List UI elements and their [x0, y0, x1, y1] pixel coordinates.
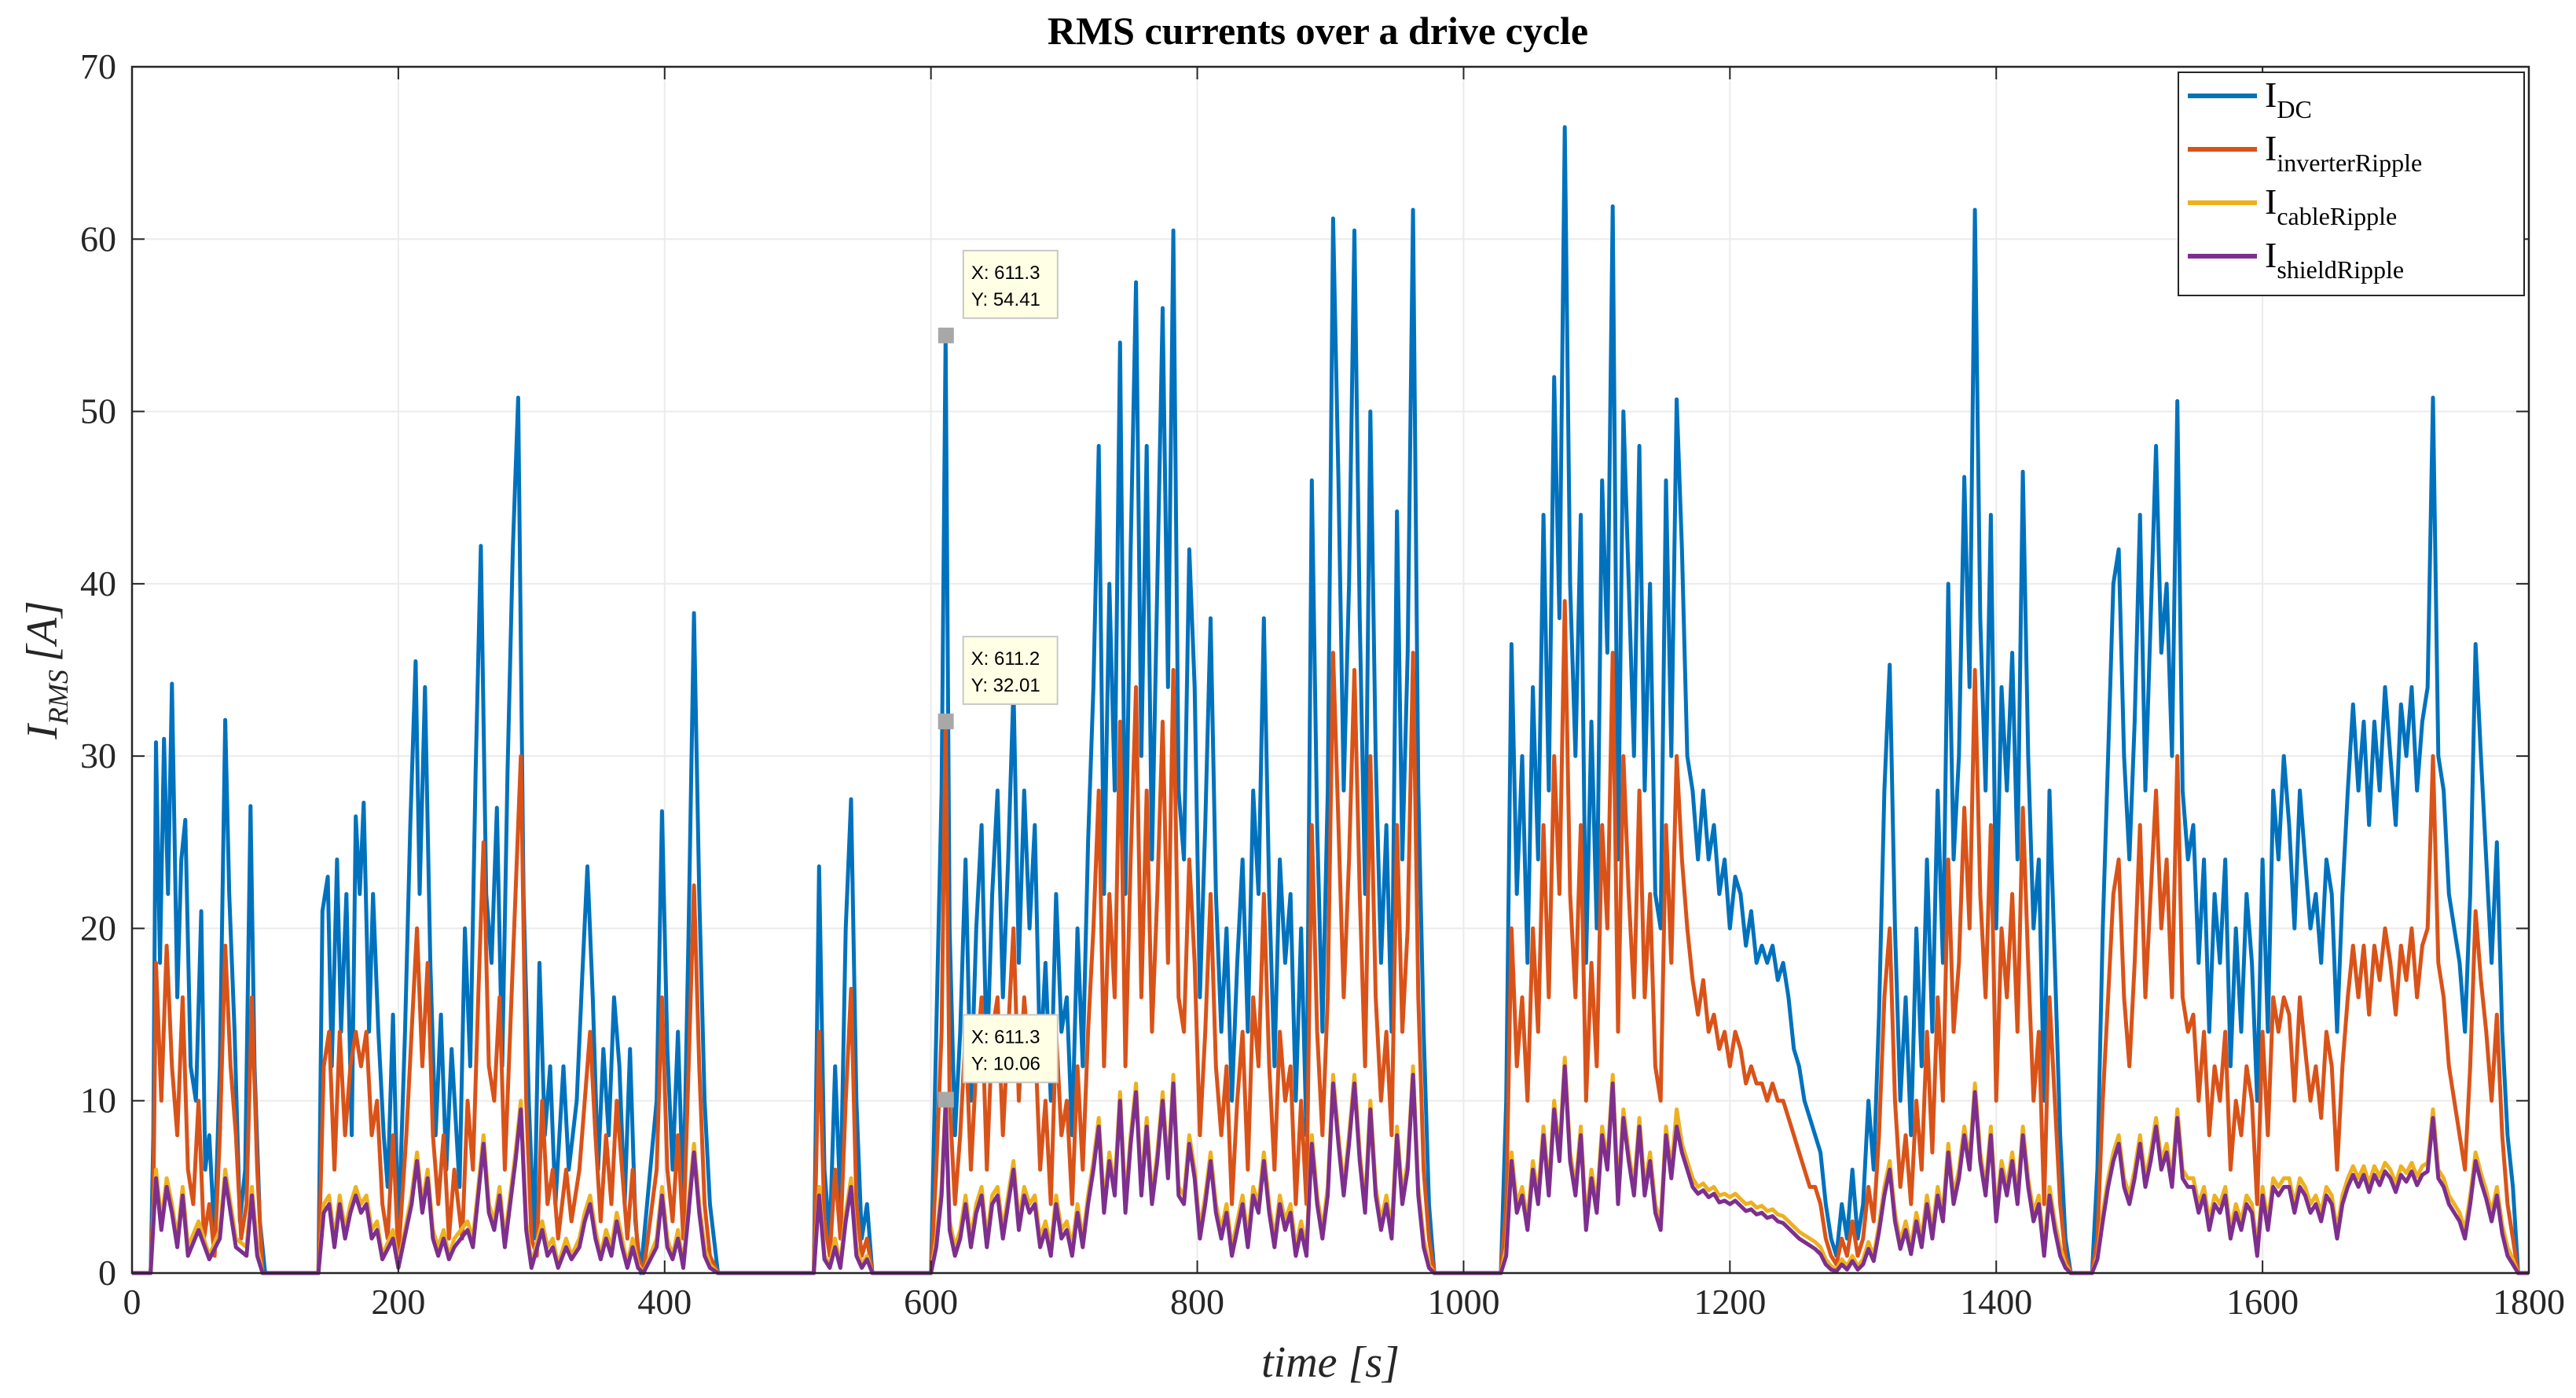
legend: IDCIinverterRippleIcableRippleIshieldRip…	[2178, 72, 2525, 296]
x-tick-label: 1600	[2226, 1282, 2299, 1322]
axes-frame	[130, 65, 2530, 1275]
legend-label-sub: shieldRipple	[2277, 255, 2404, 284]
datatip-box	[962, 249, 1059, 319]
legend-label: IDC	[2265, 75, 2312, 123]
legend-label-main: I	[2265, 75, 2277, 115]
datatip-y-label: Y: 54.41	[971, 289, 1040, 310]
x-axis-label: time [s]	[1261, 1338, 1400, 1387]
datatip-marker	[938, 1092, 954, 1108]
y-tick-label: 0	[98, 1253, 116, 1293]
datatip-y-label: Y: 10.06	[971, 1053, 1040, 1074]
series-line-inverterripple	[132, 599, 2529, 1275]
y-axis-label: IRMS [A]	[18, 600, 74, 739]
datatip-box	[962, 1014, 1059, 1084]
datatips: X: 611.3 Y: 54.41 X: 611.2 Y: 32.01 X: 611.3…	[938, 249, 1059, 1108]
legend-label: IinverterRipple	[2265, 128, 2422, 177]
datatip-x-label: X: 611.2	[971, 648, 1040, 670]
y-tick-label: 60	[80, 218, 116, 259]
legend-label: IshieldRipple	[2265, 235, 2404, 284]
y-tick-label: 30	[80, 736, 116, 776]
x-tick-label: 0	[123, 1282, 141, 1322]
legend-label-main: I	[2265, 235, 2277, 275]
x-tick-label: 200	[371, 1282, 425, 1322]
legend-label-sub: cableRipple	[2277, 202, 2397, 230]
x-tick-label: 1800	[2493, 1282, 2565, 1322]
x-tick-label: 1400	[1960, 1282, 2032, 1322]
series-layer	[132, 125, 2529, 1275]
x-tick-label: 800	[1170, 1282, 1224, 1322]
datatip-marker	[938, 714, 954, 730]
datatip-y-label: Y: 32.01	[971, 675, 1040, 696]
legend-label: IcableRipple	[2265, 182, 2397, 230]
chart-title: RMS currents over a drive cycle	[1048, 9, 1588, 53]
datatip-marker	[938, 327, 954, 343]
y-axis-label-sub: RMS	[42, 670, 74, 725]
legend-label-main: I	[2265, 128, 2277, 168]
y-axis-label-unit: [A]	[18, 600, 67, 662]
legend-label-sub: inverterRipple	[2277, 149, 2422, 177]
legend-label-sub: DC	[2277, 95, 2311, 123]
y-tick-label: 20	[80, 908, 116, 948]
x-tick-label: 600	[904, 1282, 958, 1322]
legend-label-main: I	[2265, 182, 2277, 222]
datatip-box	[962, 636, 1059, 706]
y-tick-label: 10	[80, 1081, 116, 1121]
axis-ticks: 0 200 400 600 800 1000 1200 1400 1600 1800 0 10 20 30…	[80, 46, 2565, 1322]
x-tick-label: 1200	[1693, 1282, 1766, 1322]
y-tick-label: 70	[80, 46, 116, 86]
series-line-dc	[132, 125, 2529, 1275]
x-tick-label: 400	[637, 1282, 692, 1322]
y-axis-label-main: I	[18, 723, 67, 740]
x-tick-label: 1000	[1427, 1282, 1499, 1322]
y-tick-label: 50	[80, 391, 116, 431]
series-line-shieldripple	[132, 1064, 2529, 1275]
datatip-x-label: X: 611.3	[971, 1026, 1040, 1048]
datatip-x-label: X: 611.3	[971, 262, 1040, 284]
y-tick-label: 40	[80, 563, 116, 604]
